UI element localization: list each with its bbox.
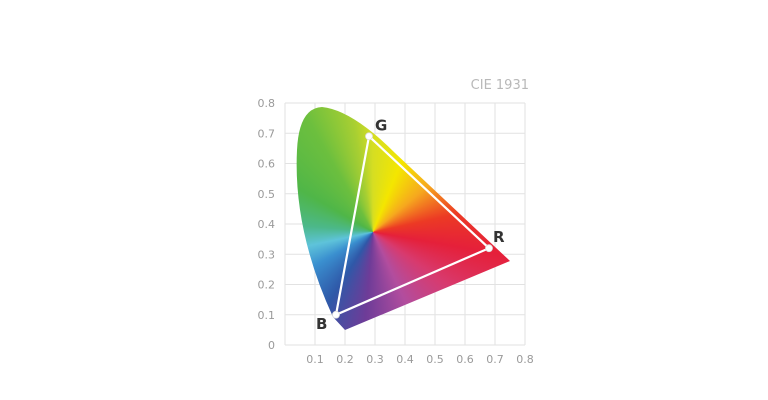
x-tick-label: 0.4 [396, 353, 414, 366]
y-tick-label: 0.6 [258, 158, 276, 171]
gamut-triangle [334, 134, 491, 317]
chart-title: CIE 1931 [470, 78, 529, 93]
y-tick-label: 0.4 [258, 218, 276, 231]
y-tick-label: 0 [268, 339, 275, 352]
y-tick-label: 0.5 [258, 188, 276, 201]
primary-label-R: R [493, 228, 505, 246]
y-tick-label: 0.2 [258, 279, 276, 292]
y-tick-label: 0.7 [258, 127, 276, 140]
primary-label-G: G [375, 116, 387, 134]
x-tick-label: 0.3 [366, 353, 384, 366]
x-tick-label: 0.2 [336, 353, 354, 366]
x-tick-label: 0.1 [306, 353, 324, 366]
x-tick-label: 0.6 [456, 353, 474, 366]
y-tick-label: 0.3 [258, 248, 276, 261]
primary-point-G [365, 132, 373, 141]
primary-label-B: B [316, 315, 327, 333]
x-tick-label: 0.8 [516, 353, 534, 366]
y-tick-label: 0.8 [258, 97, 276, 110]
primary-point-R [485, 244, 493, 253]
primary-point-B [332, 310, 340, 319]
x-tick-label: 0.5 [426, 353, 444, 366]
x-tick-label: 0.7 [486, 353, 504, 366]
y-tick-label: 0.1 [258, 309, 276, 322]
